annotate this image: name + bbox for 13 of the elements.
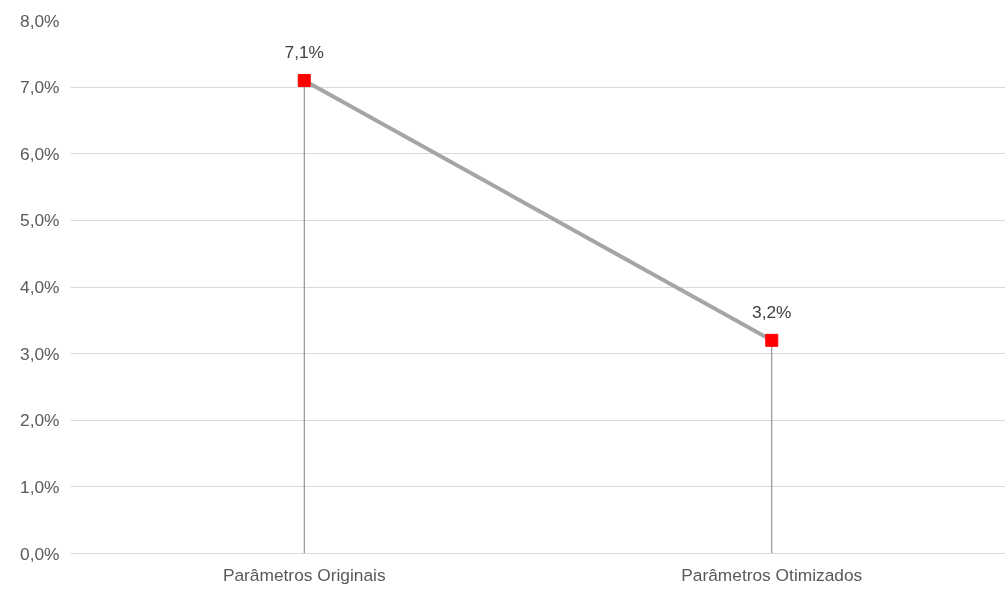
y-tick-label: 5,0% [20,210,60,231]
data-label: 3,2% [752,302,792,323]
data-label: 7,1% [284,42,324,63]
y-tick-label: 4,0% [20,277,60,297]
y-tick-label: 1,0% [20,476,60,497]
y-tick-label: 8,0% [20,10,60,31]
y-tick-label: 7,0% [20,77,60,98]
x-tick-label: Parâmetros Otimizados [681,564,863,585]
y-tick-label: 2,0% [20,410,60,431]
y-tick-label: 6,0% [20,143,60,164]
y-tick-label: 0,0% [20,543,60,564]
y-tick-label: 3,0% [20,343,60,364]
x-tick-label: Parâmetros Originais [222,564,386,585]
